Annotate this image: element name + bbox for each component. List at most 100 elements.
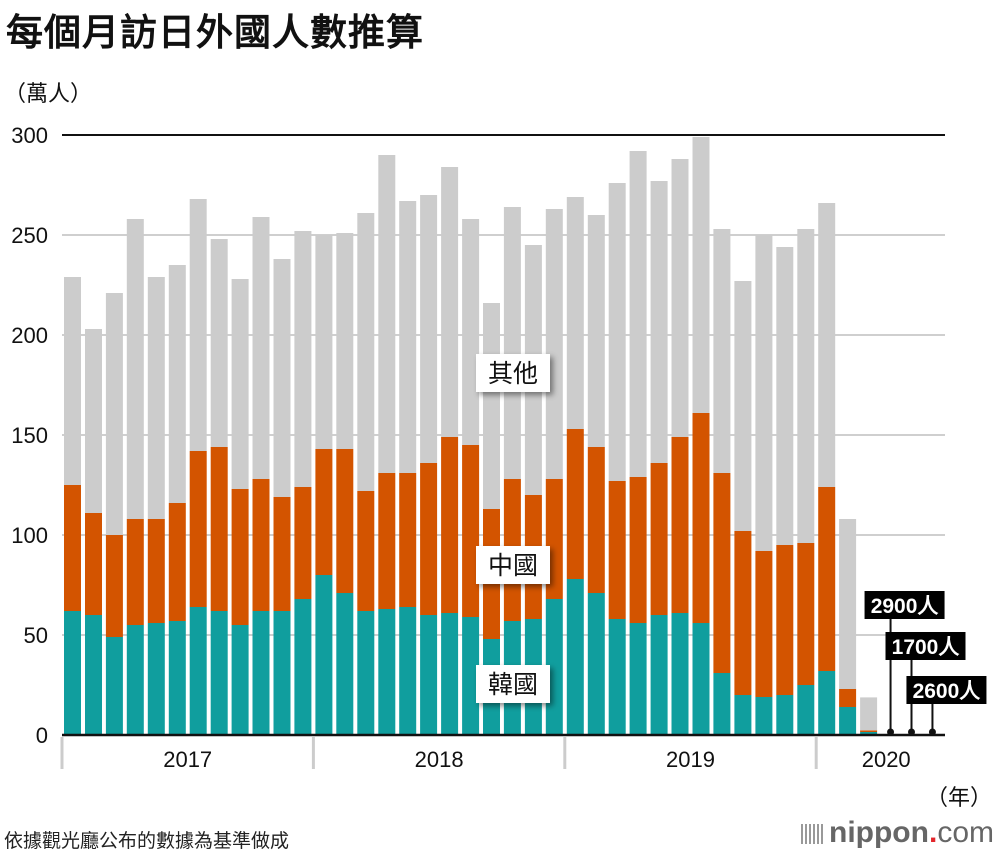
bar-segment-2017-04-其他 [126, 219, 144, 519]
bar-segment-2017-11-其他 [273, 259, 291, 497]
bar-segment-2019-10-其他 [755, 235, 773, 551]
bar-segment-2019-11-韓國 [776, 695, 794, 735]
bar-segment-2019-09-韓國 [734, 695, 752, 735]
bar-segment-2017-12-韓國 [294, 599, 312, 735]
bar-segment-2018-04-中國 [378, 473, 396, 609]
nippon-logo[interactable]: nippon.com [801, 816, 994, 850]
bar-segment-2018-08-中國 [462, 445, 480, 617]
bar-segment-2019-02-韓國 [587, 593, 605, 735]
bar-segment-2019-08-中國 [713, 473, 731, 673]
bar-segment-2019-03-韓國 [608, 619, 626, 735]
bar-segment-2017-01-中國 [64, 485, 81, 611]
bar-segment-2019-01-其他 [566, 197, 584, 429]
y-axis-unit-label: （萬人） [4, 81, 93, 106]
bar-segment-2017-06-中國 [168, 503, 186, 621]
bar-segment-2017-06-其他 [168, 265, 186, 503]
y-tick-label: 250 [11, 223, 48, 248]
y-tick-label: 150 [11, 423, 48, 448]
logo-sound-bars-icon [801, 824, 823, 844]
bar-segment-2019-07-中國 [692, 413, 710, 623]
x-axis-unit-label: （年） [925, 785, 992, 810]
bar-segment-2020-01-中國 [818, 487, 836, 671]
bar-segment-2019-11-中國 [776, 545, 794, 695]
bar-segment-2019-07-韓國 [692, 623, 710, 735]
bar-segment-2017-08-其他 [210, 239, 228, 447]
annotation-label: 2600人 [913, 680, 981, 703]
bar-segment-2019-04-韓國 [629, 623, 647, 735]
bar-segment-2018-08-韓國 [462, 617, 480, 735]
bar-segment-2018-12-中國 [545, 479, 563, 599]
bar-segment-2020-01-韓國 [818, 671, 836, 735]
bar-segment-2018-02-中國 [336, 449, 354, 593]
series-label-其他: 其他 [488, 360, 538, 388]
bar-segment-2017-05-中國 [147, 519, 165, 623]
logo-dot: . [928, 816, 938, 849]
annotation-box [864, 591, 945, 619]
bar-segment-2018-07-中國 [441, 437, 459, 613]
bar-segment-2017-02-韓國 [85, 615, 102, 735]
bar-segment-2018-09-其他 [483, 303, 500, 509]
bar-segment-2017-03-中國 [105, 535, 123, 637]
bar-segment-2019-04-中國 [629, 477, 647, 623]
x-year-label: 2019 [666, 747, 715, 772]
bar-segment-2020-03-韓國 [860, 732, 878, 735]
annotation-dot [928, 728, 936, 736]
bar-segment-2018-12-韓國 [545, 599, 563, 735]
bar-segment-2017-06-韓國 [168, 621, 186, 735]
series-label-box [476, 665, 550, 703]
bar-segment-2019-04-其他 [629, 151, 647, 477]
bar-segment-2017-12-其他 [294, 231, 312, 487]
bar-segment-2018-06-韓國 [420, 615, 438, 735]
bar-segment-2019-05-中國 [650, 463, 668, 615]
bar-segment-2019-12-中國 [797, 543, 815, 685]
bar-segment-2019-02-中國 [587, 447, 605, 593]
bar-segment-2019-01-中國 [566, 429, 584, 579]
series-label-韓國: 韓國 [488, 671, 538, 699]
bar-segment-2017-11-韓國 [273, 611, 291, 735]
bar-segment-2018-04-韓國 [378, 609, 396, 735]
bar-segment-2018-03-其他 [357, 213, 375, 491]
bar-segment-2017-04-韓國 [126, 625, 144, 735]
bar-segment-2019-06-韓國 [671, 613, 689, 735]
bar-segment-2018-07-其他 [441, 167, 459, 437]
bar-segment-2017-01-韓國 [64, 611, 81, 735]
y-tick-label: 50 [24, 623, 48, 648]
series-label-box [476, 546, 550, 584]
bar-segment-2019-08-韓國 [713, 673, 731, 735]
bar-segment-2019-05-其他 [650, 181, 668, 463]
x-year-label: 2017 [163, 747, 212, 772]
bar-segment-2017-11-中國 [273, 497, 291, 611]
bar-segment-2017-02-中國 [85, 513, 102, 615]
annotation-label: 1700人 [892, 636, 960, 659]
annotation-box [906, 676, 987, 704]
logo-suffix: com [937, 816, 994, 849]
bar-segment-2019-09-其他 [734, 281, 752, 531]
bar-segment-2018-05-韓國 [399, 607, 417, 735]
bar-segment-2017-10-中國 [252, 479, 270, 611]
x-year-label: 2018 [415, 747, 464, 772]
y-tick-label: 100 [11, 523, 48, 548]
bar-segment-2018-12-其他 [545, 209, 563, 479]
bar-segment-2018-01-中國 [315, 449, 333, 575]
bar-segment-2020-01-其他 [818, 203, 836, 487]
bar-segment-2018-05-中國 [399, 473, 417, 607]
bar-segment-2019-05-韓國 [650, 615, 668, 735]
source-note: 依據觀光廳公布的數據為基準做成 [4, 831, 290, 852]
bar-segment-2019-06-中國 [671, 437, 689, 613]
bar-segment-2019-06-其他 [671, 159, 689, 437]
bar-segment-2017-07-中國 [189, 451, 207, 607]
bar-segment-2020-02-其他 [839, 519, 857, 689]
bar-segment-2017-12-中國 [294, 487, 312, 599]
bar-segment-2017-04-中國 [126, 519, 144, 625]
bar-segment-2017-07-韓國 [189, 607, 207, 735]
bar-segment-2017-02-其他 [85, 329, 102, 513]
bar-segment-2018-03-中國 [357, 491, 375, 611]
annotation-dot [887, 728, 895, 736]
bar-segment-2018-02-其他 [336, 233, 354, 449]
annotation-dot [908, 728, 915, 736]
y-tick-label: 200 [11, 323, 48, 348]
bar-segment-2017-03-韓國 [105, 637, 123, 735]
bar-segment-2020-02-韓國 [839, 707, 857, 735]
bar-segment-2019-03-其他 [608, 183, 626, 481]
